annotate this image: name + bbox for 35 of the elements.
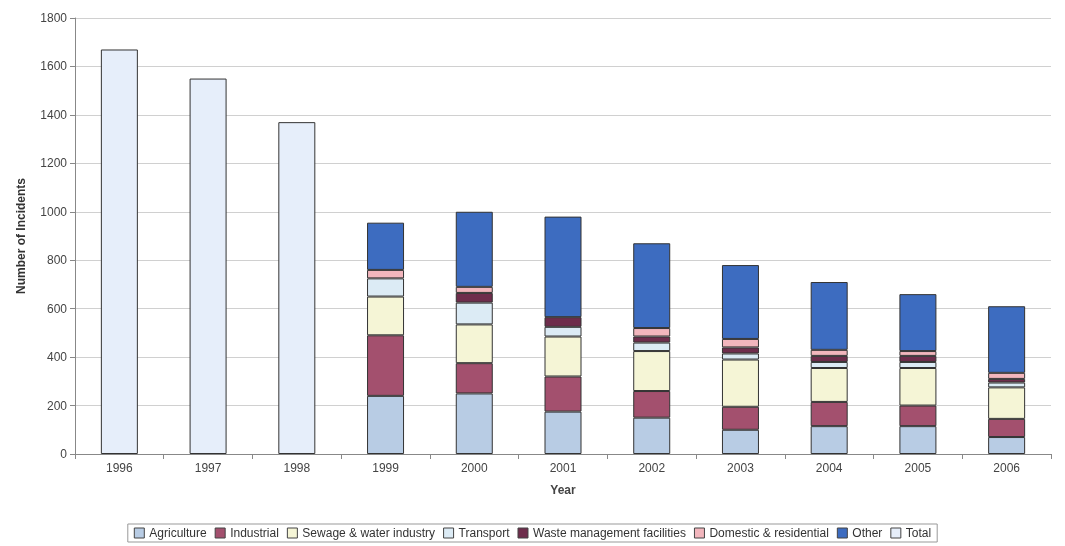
legend-label: Other — [852, 526, 883, 540]
x-tick-label: 1998 — [283, 461, 311, 475]
y-tick-label: 0 — [60, 447, 68, 461]
legend-label: Agriculture — [149, 526, 207, 540]
y-tick-label: 200 — [46, 398, 68, 413]
legend-label: Industrial — [230, 526, 279, 540]
x-tick-label: 2000 — [460, 461, 488, 475]
x-tick-label: 2006 — [993, 461, 1021, 475]
y-tick-label: 1000 — [40, 204, 68, 219]
legend-label: Total — [905, 526, 932, 540]
y-axis-title: Number of Incidents — [14, 177, 28, 295]
bar — [189, 78, 227, 454]
y-tick-label: 400 — [46, 350, 68, 365]
y-tick-label: 1200 — [40, 156, 68, 171]
bar — [100, 49, 138, 454]
x-tick-label: 1996 — [106, 461, 134, 475]
y-tick-label: 600 — [46, 301, 68, 316]
y-tick-label: 1800 — [40, 11, 68, 25]
y-tick-label: 800 — [46, 253, 68, 268]
x-tick-label: 2005 — [904, 461, 932, 475]
bar — [899, 294, 937, 352]
x-tick-label: 2002 — [638, 461, 666, 475]
x-tick-label: 2003 — [727, 461, 755, 475]
bar — [278, 122, 316, 454]
x-tick-label: 2004 — [815, 461, 843, 475]
legend-label: Waste management facilities — [533, 526, 686, 540]
y-tick-label: 1400 — [40, 107, 68, 122]
x-tick-label: 1999 — [372, 461, 400, 475]
legend-label: Transport — [458, 526, 511, 540]
x-tick-label: 2001 — [549, 461, 577, 475]
legend-label: Domestic & residential — [709, 526, 829, 540]
legend-label: Sewage & water industry — [302, 526, 436, 540]
y-tick-label: 1600 — [40, 59, 68, 74]
x-axis-title: Year — [550, 483, 577, 497]
x-tick-label: 1997 — [194, 461, 222, 475]
